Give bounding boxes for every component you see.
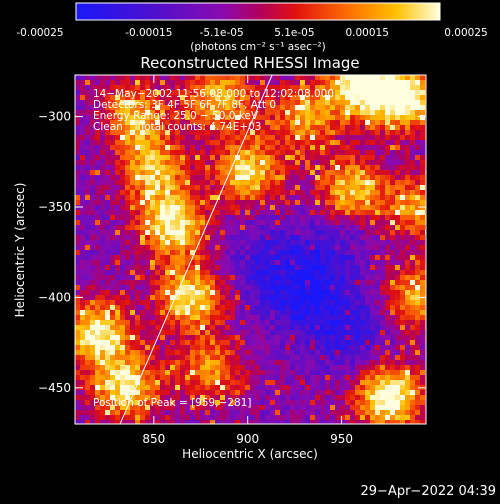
y-tick-label: −350	[38, 200, 71, 214]
colorbar-tick-label: -5.1e-05	[200, 27, 244, 39]
colorbar-tick-label: 0.00015	[345, 27, 388, 39]
x-tick-label: 900	[236, 432, 259, 446]
colorbar-ticks: -0.00025 -0.00015 -5.1e-05 5.1e-05 0.00015 0.…	[16, 27, 487, 39]
peak-position-label: Position of Peak = [959,−281]	[93, 397, 252, 409]
y-tick-label: −300	[38, 110, 71, 124]
colorbar-tick-label: 0.00025	[444, 27, 487, 39]
annotation-clean: Clean Total counts: 4.74E+03	[93, 121, 262, 133]
colorbar-unit-label: (photons cm⁻² s⁻¹ asec⁻²)	[190, 41, 325, 53]
y-axis-label: Heliocentric Y (arcsec)	[13, 183, 27, 318]
x-tick-label: 850	[142, 432, 165, 446]
x-axis-label: Heliocentric X (arcsec)	[182, 447, 318, 461]
x-tick-label: 950	[330, 432, 353, 446]
y-tick-label: −450	[38, 381, 71, 395]
chart-title: Reconstructed RHESSI Image	[140, 54, 359, 72]
colorbar-tick-label: -0.00025	[16, 27, 63, 39]
colorbar-tick-label: -0.00015	[125, 27, 172, 39]
footer-timestamp: 29−Apr−2022 04:39	[361, 484, 497, 499]
colorbar	[76, 3, 440, 20]
y-tick-label: −400	[38, 290, 71, 304]
colorbar-tick-label: 5.1e-05	[274, 27, 314, 39]
